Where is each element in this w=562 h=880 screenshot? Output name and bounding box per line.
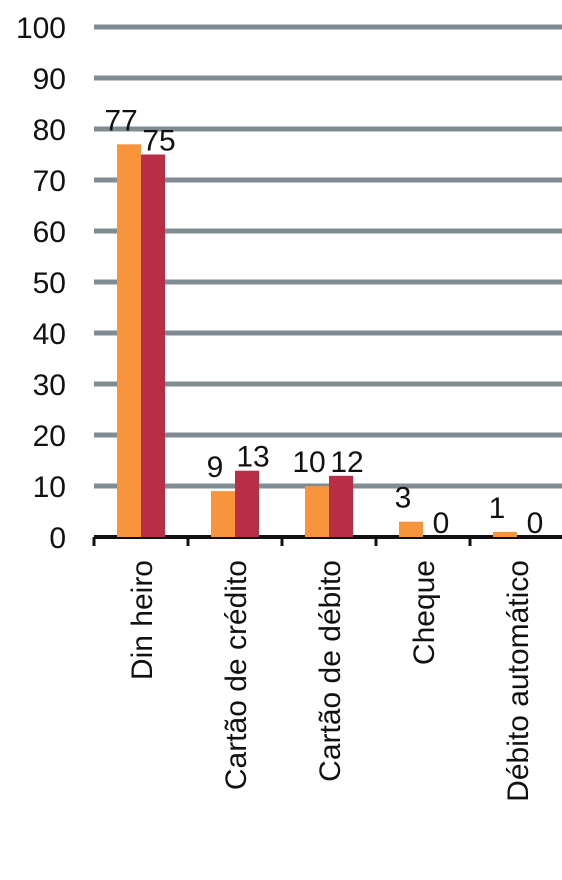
y-tick-label: 30 bbox=[33, 369, 66, 402]
data-label: 0 bbox=[527, 507, 544, 540]
bar-series-2-1 bbox=[235, 470, 259, 537]
data-label: 75 bbox=[142, 125, 175, 158]
y-tick-label: 50 bbox=[33, 267, 66, 300]
y-tick-label: 10 bbox=[33, 471, 66, 504]
y-tick-label: 0 bbox=[49, 522, 66, 555]
y-tick-label: 20 bbox=[33, 420, 66, 453]
x-category-label: Cartão de crédito bbox=[220, 560, 253, 790]
y-tick-label: 90 bbox=[33, 63, 66, 96]
data-label: 3 bbox=[395, 482, 412, 515]
bar-series-1-3 bbox=[399, 521, 423, 537]
bar-series-1-1 bbox=[211, 491, 235, 537]
bar-series-2-0 bbox=[141, 154, 165, 537]
x-category-label: Cheque bbox=[408, 560, 441, 665]
y-tick-label: 60 bbox=[33, 216, 66, 249]
bar-series-1-4 bbox=[493, 531, 517, 537]
bar-series-1-2 bbox=[305, 486, 329, 537]
data-label: 9 bbox=[207, 451, 224, 484]
x-category-label: Din heiro bbox=[126, 560, 159, 680]
bars bbox=[117, 144, 517, 538]
y-tick-label: 40 bbox=[33, 318, 66, 351]
y-tick-label: 80 bbox=[33, 114, 66, 147]
data-label: 12 bbox=[330, 446, 363, 479]
x-category-label: Débito automático bbox=[502, 560, 535, 802]
bar-series-2-2 bbox=[329, 475, 353, 537]
bar-series-1-0 bbox=[117, 144, 141, 538]
data-label: 13 bbox=[236, 441, 269, 474]
data-label: 0 bbox=[433, 507, 450, 540]
gridlines bbox=[94, 24, 562, 489]
y-tick-label: 100 bbox=[16, 12, 66, 45]
data-label: 77 bbox=[104, 104, 137, 137]
data-label: 10 bbox=[292, 446, 325, 479]
x-category-label: Cartão de débito bbox=[314, 560, 347, 782]
y-tick-label: 70 bbox=[33, 165, 66, 198]
data-label: 1 bbox=[489, 492, 506, 525]
